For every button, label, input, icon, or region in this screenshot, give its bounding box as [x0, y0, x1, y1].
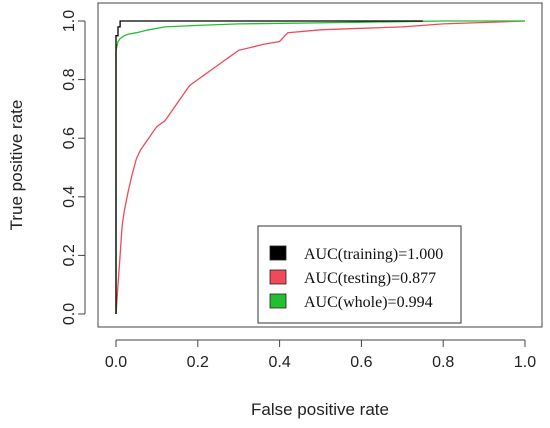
- legend-label: AUC(training)=1.000: [304, 246, 443, 263]
- y-tick-label: 0.2: [61, 244, 78, 266]
- x-tick-label: 0.4: [268, 354, 290, 371]
- legend-swatch: [269, 245, 287, 261]
- x-axis-label: False positive rate: [251, 400, 389, 419]
- series-lines: [115, 20, 526, 315]
- legend-label: AUC(testing)=0.877: [304, 270, 436, 287]
- y-axis-label: True positive rate: [7, 100, 26, 231]
- legend-swatch: [269, 269, 287, 285]
- x-tick-label: 0.8: [432, 354, 454, 371]
- x-axis: 0.0 0.2 0.4 0.6 0.8 1.0: [105, 339, 536, 371]
- y-tick-label: 0.6: [61, 127, 78, 149]
- series-line-0: [115, 20, 423, 314]
- y-tick-label: 0.8: [61, 68, 78, 90]
- series-line-1: [115, 20, 526, 315]
- series-line-2: [115, 20, 525, 314]
- legend-label: AUC(whole)=0.994: [304, 294, 433, 311]
- x-tick-label: 1.0: [514, 354, 536, 371]
- y-axis: 0.0 0.2 0.4 0.6 0.8 1.0: [61, 10, 86, 325]
- legend: AUC(training)=1.000 AUC(testing)=0.877 AUC…: [257, 225, 462, 324]
- y-tick-label: 0.4: [61, 186, 78, 208]
- x-tick-label: 0.2: [187, 354, 209, 371]
- plot-frame: [97, 2, 543, 328]
- legend-swatch: [269, 293, 287, 309]
- legend-box: [257, 225, 462, 324]
- x-tick-label: 0.0: [105, 354, 127, 371]
- y-tick-label: 1.0: [61, 10, 78, 32]
- x-tick-label: 0.6: [350, 354, 372, 371]
- y-tick-label: 0.0: [61, 303, 78, 325]
